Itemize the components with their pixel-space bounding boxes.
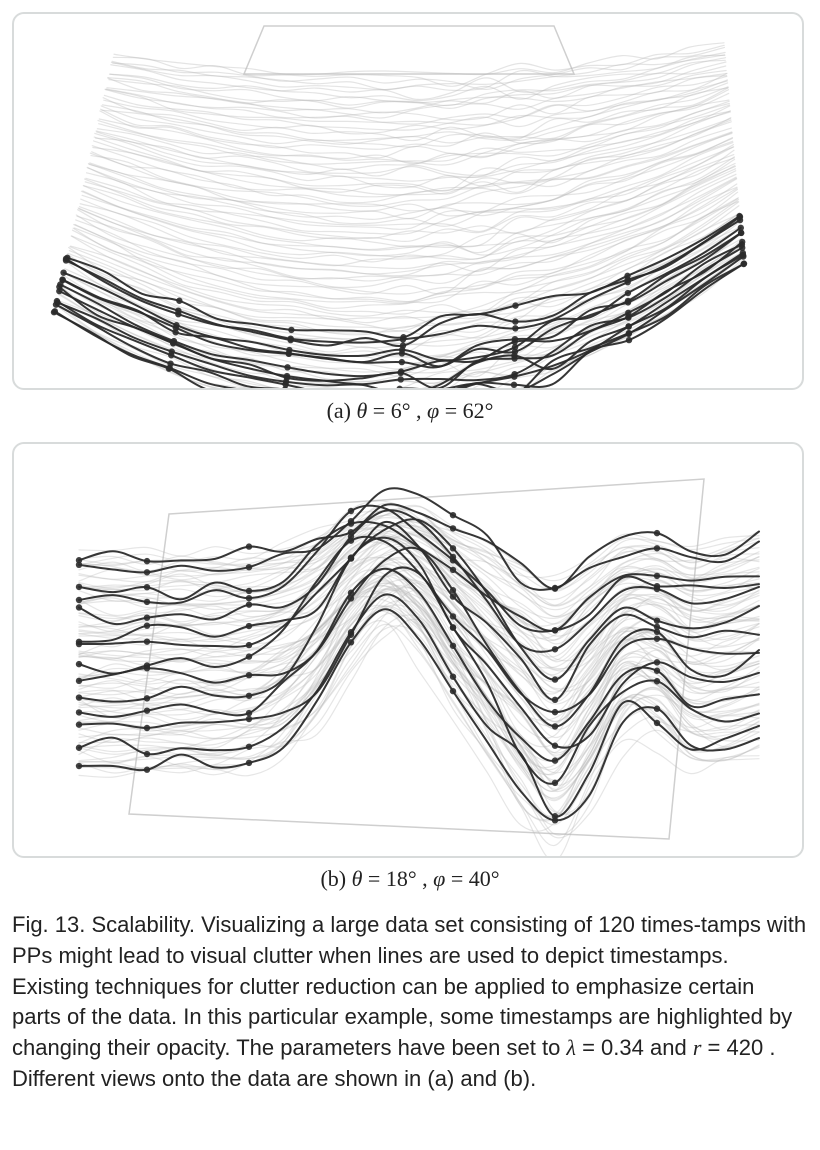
phi-symbol-b: φ <box>433 866 445 891</box>
eq-l: = <box>582 1035 601 1060</box>
figure-panel-b <box>12 442 804 858</box>
panel-b-prefix: (b) <box>320 866 351 891</box>
eq2a: = <box>445 398 463 423</box>
r-symbol: r <box>693 1035 702 1060</box>
panel-a-prefix: (a) <box>327 398 357 423</box>
figure-panel-a <box>12 12 804 390</box>
figure-title: Scalability. <box>92 912 196 937</box>
theta-symbol-b: θ <box>352 866 363 891</box>
eq1a: = <box>373 398 391 423</box>
figure-label: Fig. 13. <box>12 912 85 937</box>
chart-a-svg <box>14 14 804 390</box>
chart-b-svg <box>14 444 804 858</box>
sep-a: , <box>416 398 427 423</box>
phi-value-b: 40° <box>469 866 500 891</box>
and: and <box>650 1035 693 1060</box>
theta-value-b: 18° <box>386 866 417 891</box>
eq2b: = <box>451 866 469 891</box>
panel-b-caption: (b) θ = 18° , φ = 40° <box>12 866 808 892</box>
phi-symbol-a: φ <box>427 398 439 423</box>
r-value: 420 <box>726 1035 763 1060</box>
sep-b: , <box>422 866 433 891</box>
eq-r: = <box>708 1035 727 1060</box>
lambda-value: 0.34 <box>601 1035 644 1060</box>
lambda-symbol: λ <box>566 1035 576 1060</box>
phi-value-a: 62° <box>463 398 494 423</box>
eq1b: = <box>368 866 386 891</box>
theta-value-a: 6° <box>391 398 411 423</box>
panel-a-caption: (a) θ = 6° , φ = 62° <box>12 398 808 424</box>
figure-caption: Fig. 13. Scalability. Visualizing a larg… <box>12 910 808 1095</box>
theta-symbol-a: θ <box>356 398 367 423</box>
